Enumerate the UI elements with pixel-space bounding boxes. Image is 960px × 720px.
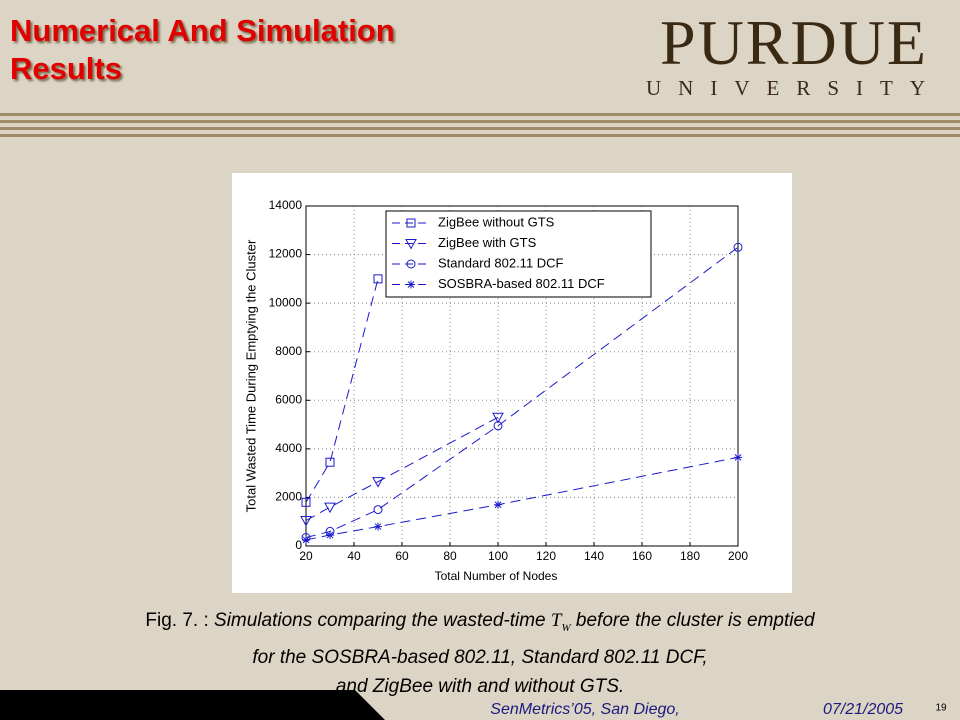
y-tick-label: 10000 [269,295,303,309]
x-tick-label: 160 [632,549,652,563]
caption: Fig. 7. : Simulations comparing the wast… [0,606,960,701]
stripe [0,120,960,123]
x-tick-label: 180 [680,549,700,563]
marker [406,259,416,269]
logo-sub: UNIVERSITY [646,76,942,100]
page-number: 19 [935,703,947,714]
y-tick-label: 6000 [275,392,302,406]
caption-text: Simulations comparing the wasted-time [214,610,546,631]
x-tick-label: 60 [395,549,409,563]
x-axis-label: Total Number of Nodes [435,569,558,583]
logo: PURDUE UNIVERSITY [646,10,942,101]
marker [324,502,336,514]
x-tick-label: 100 [488,549,508,563]
marker [301,497,311,507]
y-tick-label: 4000 [275,441,302,455]
caption-prefix: Fig. 7. : [145,610,209,631]
slide-title: Numerical And Simulation Results [10,12,395,88]
legend-label: SOSBRA-based 802.11 DCF [438,276,605,291]
stripe [0,127,960,130]
marker [326,531,334,540]
legend-label: ZigBee without GTS [438,214,555,229]
marker [733,242,743,252]
footer-date: 07/21/2005 [823,701,903,718]
title-line: Numerical And Simulation [10,13,395,48]
legend-label: Standard 802.11 DCF [438,255,564,270]
marker [494,500,502,509]
caption-line: for the SOSBRA-based 802.11, Standard 80… [0,643,960,672]
footer-venue: SenMetrics’05, San Diego, [490,701,679,718]
marker [406,218,416,228]
legend-label: ZigBee with GTS [438,235,537,250]
marker [407,280,415,289]
y-tick-label: 2000 [275,490,302,504]
stripe [0,113,960,116]
caption-text: for the SOSBRA-based 802.11, Standard 80… [252,646,708,668]
footer-bar [0,690,385,720]
x-tick-label: 120 [536,549,556,563]
marker [373,505,383,515]
marker [493,421,503,431]
y-axis-label: Total Wasted Time During Emptying the Cl… [243,239,258,512]
marker [734,453,742,462]
caption-line: and ZigBee with and without GTS. [0,672,960,701]
symbol-sub: W [561,621,571,634]
title-line: Results [10,51,122,86]
x-tick-label: 80 [443,549,457,563]
x-tick-label: 20 [299,549,313,563]
stripe [0,134,960,137]
y-tick-label: 12000 [269,247,303,261]
marker [405,239,417,250]
chart: Total Number of Nodes Total Wasted Time … [232,173,792,593]
x-tick-label: 200 [728,549,748,563]
y-tick-label: 0 [295,538,302,552]
y-tick-label: 8000 [275,344,302,358]
symbol: TW [550,610,571,634]
marker [300,516,312,527]
series-line [305,416,499,521]
logo-name: PURDUE [659,7,929,78]
marker [302,535,310,544]
x-tick-label: 140 [584,549,604,563]
caption-text: before the cluster is emptied [575,610,815,631]
marker [325,457,335,467]
y-tick-label: 14000 [269,198,303,212]
legend-box [385,210,652,298]
marker [374,522,382,531]
x-tick-label: 40 [347,549,361,563]
marker [372,477,384,488]
marker [492,412,504,424]
caption-line: Fig. 7. : Simulations comparing the wast… [0,606,960,643]
plot-frame [305,205,739,547]
symbol-main: T [550,610,562,631]
series-line [305,246,739,538]
footer: SenMetrics’05, San Diego, 07/21/2005 19 [0,690,947,720]
caption-text: and ZigBee with and without GTS. [335,675,625,697]
marker [373,274,383,284]
